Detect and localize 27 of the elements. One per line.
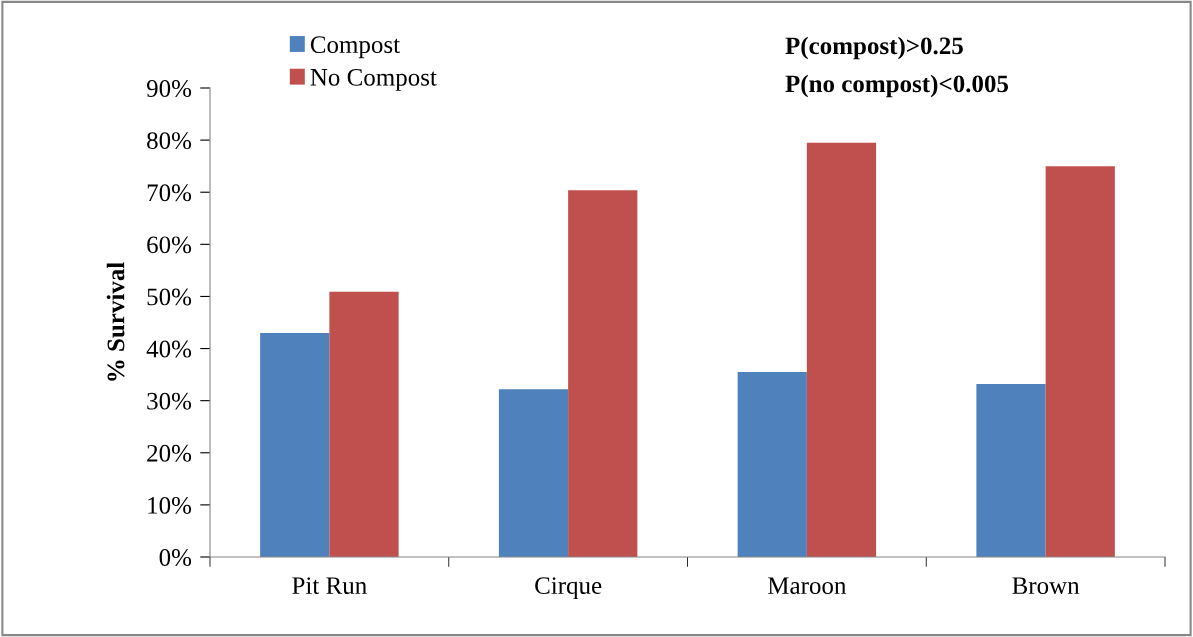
bar [806, 142, 877, 557]
bar [498, 389, 569, 557]
y-tick-label: 80% [147, 132, 192, 150]
legend-label: Compost [310, 36, 400, 59]
y-tick-label: 90% [146, 80, 192, 97]
x-tick-label: Maroon [768, 577, 847, 595]
bar [260, 332, 330, 557]
y-tick-label: 70% [147, 184, 192, 202]
bar [976, 383, 1046, 557]
bar [737, 372, 807, 557]
annotation: P(no compost)<0.005 [785, 74, 1009, 98]
y-tick-label: 0% [159, 549, 192, 566]
y-tick-label: 50% [147, 288, 192, 306]
text: P(compost)>0.25 [785, 36, 963, 60]
y-tick-label: 30% [147, 392, 192, 410]
y-tick-label: 20% [147, 444, 192, 462]
bar [329, 291, 399, 557]
y-tick-label: 60% [147, 236, 192, 254]
y-tick-label: 40% [146, 340, 192, 358]
y-tick-label: 10% [148, 496, 192, 514]
bar [1045, 166, 1115, 557]
x-tick-label: Pit Run [292, 577, 367, 595]
y-axis-title: % Survival [106, 262, 125, 381]
x-tick-label: Brown [1012, 577, 1080, 595]
legend-label: No Compost [310, 68, 437, 91]
bar [568, 190, 638, 557]
x-tick-label: Cirque [535, 577, 602, 600]
